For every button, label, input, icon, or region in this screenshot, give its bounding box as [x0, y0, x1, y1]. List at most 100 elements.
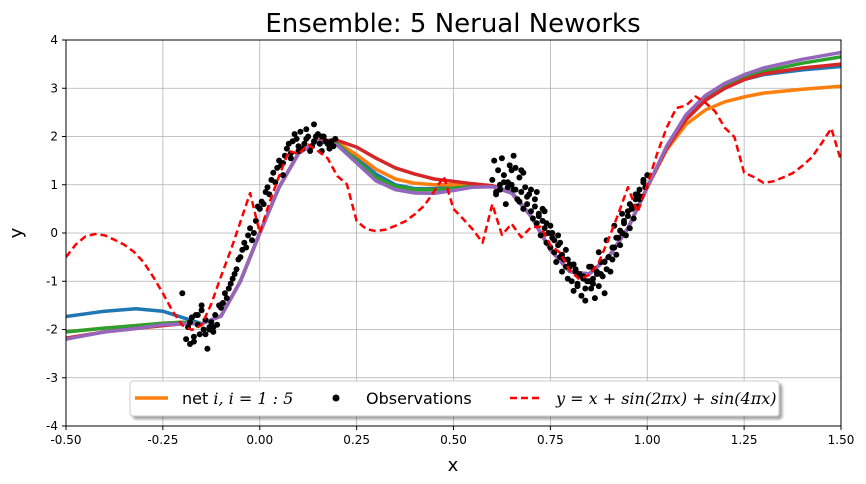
observation-point [221, 290, 228, 297]
observation-point [597, 271, 604, 277]
x-tick-label: 1.25 [731, 433, 758, 447]
observation-point [564, 256, 571, 263]
observation-point [520, 205, 527, 212]
observation-point [311, 121, 317, 128]
observation-point [502, 201, 509, 208]
observation-point [241, 239, 248, 246]
observation-point [551, 237, 558, 244]
observation-point [574, 283, 581, 290]
observation-point [229, 275, 236, 282]
x-axis-ticks: -0.50 -0.25 0.00 0.25 0.50 0.75 1.00 1.25 1.50 [50, 426, 854, 447]
legend-label-net: net i, i = 1 : 5 [182, 389, 293, 408]
legend-label-true-function: y = x + sin(2πx) + sin(4πx) [555, 389, 776, 408]
observation-point [307, 148, 314, 154]
observation-point [491, 157, 498, 164]
observation-point [533, 220, 540, 227]
observation-point [183, 336, 190, 343]
observation-point [208, 319, 215, 326]
observation-point [495, 167, 502, 174]
observation-point [223, 295, 230, 302]
observation-point [204, 345, 211, 352]
y-tick-label: 3 [50, 81, 58, 95]
observation-point [568, 278, 575, 285]
observation-point [640, 179, 647, 186]
observation-point [626, 225, 633, 232]
observation-point [187, 319, 193, 326]
observation-point [512, 164, 519, 171]
observation-point [636, 196, 643, 203]
observation-point [516, 174, 523, 181]
grid-lines [65, 39, 842, 427]
observation-point [572, 268, 579, 275]
observation-point [617, 242, 624, 249]
observation-point [607, 268, 614, 275]
observation-point [624, 208, 631, 215]
observation-point [531, 196, 538, 203]
observation-point [531, 203, 538, 210]
x-tick-label: 1.50 [828, 433, 855, 447]
observation-point [280, 172, 286, 179]
observation-point [311, 138, 317, 145]
observation-point [570, 287, 577, 294]
observation-point [260, 201, 267, 208]
observation-point [613, 251, 620, 258]
legend-swatch-observations [332, 394, 340, 402]
observation-point [582, 285, 589, 292]
observation-point [533, 189, 540, 195]
observation-point [588, 263, 595, 270]
observation-point [524, 193, 531, 200]
observation-point [233, 266, 240, 273]
observation-point [562, 246, 569, 253]
observation-point [617, 227, 624, 234]
observation-point [543, 220, 550, 227]
observation-point [283, 145, 290, 152]
observation-point [493, 189, 500, 195]
observation-point [630, 215, 637, 222]
y-axis-label: y [6, 227, 27, 238]
observation-point [529, 215, 536, 222]
observation-point [200, 326, 207, 333]
observation-point [206, 326, 213, 333]
y-tick-label: -3 [46, 371, 58, 385]
observation-point [528, 208, 534, 215]
observation-point [506, 162, 513, 169]
x-tick-label: -0.50 [50, 433, 81, 447]
observation-point [252, 217, 259, 224]
observation-point [318, 133, 325, 140]
observation-point [303, 126, 310, 133]
observation-point [605, 254, 612, 261]
observation-point [332, 135, 339, 142]
observation-point [547, 244, 554, 251]
y-tick-label: 0 [50, 226, 58, 240]
x-tick-label: 1.00 [634, 433, 661, 447]
observation-point [293, 135, 300, 142]
observation-point [272, 179, 279, 186]
observation-point [590, 280, 596, 287]
y-tick-label: -2 [46, 323, 58, 337]
observation-point [297, 128, 304, 135]
x-tick-label: -0.25 [147, 433, 178, 447]
observation-point [634, 191, 641, 198]
observation-point [541, 225, 548, 232]
observation-point [198, 302, 205, 309]
legend-label-observations: Observations [366, 389, 472, 408]
observation-point [624, 213, 631, 220]
observation-point [601, 290, 608, 297]
observation-point [557, 239, 564, 246]
observation-point [287, 155, 294, 162]
observation-point [291, 131, 298, 138]
observation-point [301, 140, 308, 147]
observation-point [582, 297, 589, 304]
observation-point [537, 232, 544, 239]
y-axis-ticks: -4 -3 -2 -1 0 1 2 3 4 [46, 33, 66, 433]
x-tick-label: 0.75 [537, 433, 564, 447]
observation-point [559, 251, 565, 258]
observation-point [621, 217, 627, 224]
y-tick-label: -1 [46, 274, 58, 288]
observation-point [622, 232, 629, 239]
observation-point [591, 295, 598, 302]
observation-point [190, 338, 197, 345]
observation-point [636, 186, 643, 193]
observation-point [305, 133, 312, 140]
observation-point [316, 140, 323, 147]
